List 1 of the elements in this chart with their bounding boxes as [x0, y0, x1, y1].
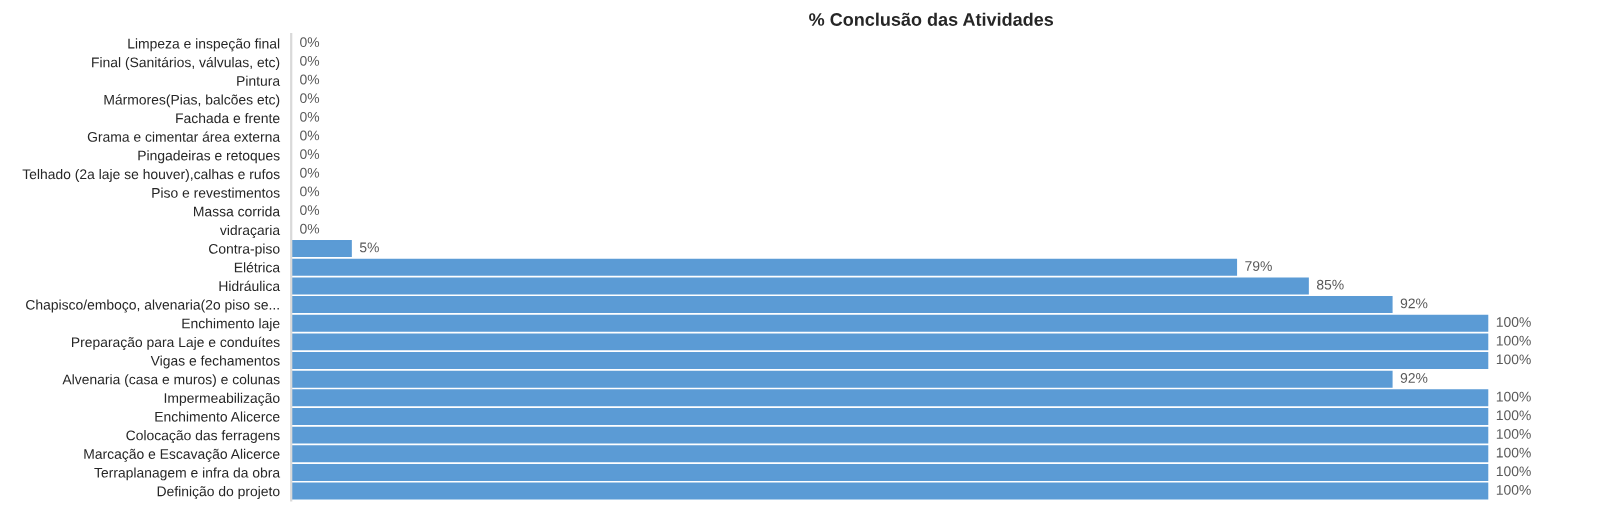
chart-title: % Conclusão das Atividades	[809, 12, 1054, 26]
